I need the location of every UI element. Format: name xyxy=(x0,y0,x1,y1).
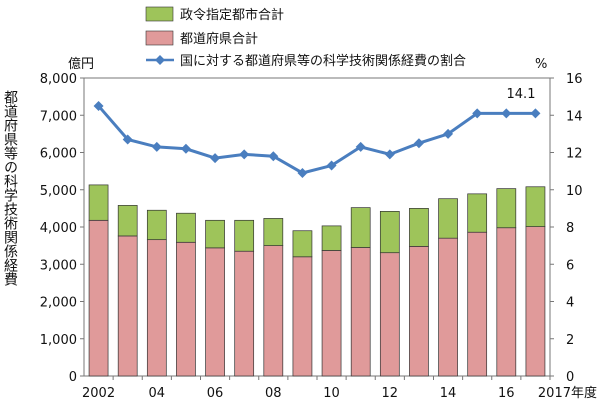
right-tick-label: 0 xyxy=(566,370,574,385)
ratio-point-2006 xyxy=(210,153,221,164)
bar-prefectures-2012 xyxy=(379,252,400,377)
bars-group xyxy=(88,184,546,377)
bar-prefectures-2014 xyxy=(438,237,458,377)
x-tick-label: 08 xyxy=(265,386,282,401)
bar-designated-cities-2014 xyxy=(438,198,458,239)
bar-designated-cities-2012 xyxy=(379,211,400,254)
legend-marker-ratio xyxy=(155,55,165,65)
bar-prefectures-2003 xyxy=(117,235,138,377)
bar-designated-cities-2017 xyxy=(525,186,546,227)
x-tick-label: 10 xyxy=(323,386,340,401)
bar-designated-cities-2004 xyxy=(146,209,167,241)
x-tick-label: 14 xyxy=(440,386,457,401)
legend-swatch-prefectures xyxy=(145,30,174,46)
x-tick-label: 2002 xyxy=(82,386,115,401)
bar-prefectures-2007 xyxy=(234,250,255,377)
bar-prefectures-2008 xyxy=(263,245,284,377)
ratio-point-2013 xyxy=(413,138,424,149)
x-tick-label: 04 xyxy=(149,386,166,401)
bar-designated-cities-2013 xyxy=(409,208,429,247)
ratio-point-2015 xyxy=(472,108,483,119)
right-tick-label: 14 xyxy=(566,109,583,124)
ratio-point-2016 xyxy=(501,108,512,119)
bar-designated-cities-2011 xyxy=(350,207,371,248)
x-tick-label: 12 xyxy=(382,386,399,401)
legend-label-prefectures: 都道府県合計 xyxy=(180,31,258,47)
bar-designated-cities-2015 xyxy=(467,193,488,233)
ratio-point-2008 xyxy=(268,151,279,162)
ratio-point-2012 xyxy=(384,149,395,160)
legend-swatch-designated-cities xyxy=(145,6,174,22)
ratio-point-2005 xyxy=(180,143,191,154)
bar-designated-cities-2009 xyxy=(292,230,313,258)
left-tick-label: 2,000 xyxy=(40,296,77,311)
right-tick-label: 2 xyxy=(566,333,574,348)
ratio-line xyxy=(97,104,536,175)
legend-label-designated-cities: 政令指定都市合計 xyxy=(180,7,284,23)
bar-prefectures-2017 xyxy=(525,226,546,377)
ratio-point-2009 xyxy=(297,167,308,178)
ratio-point-2002 xyxy=(93,100,104,111)
ratio-point-2010 xyxy=(326,160,337,171)
left-tick-label: 1,000 xyxy=(40,333,77,348)
bar-prefectures-2006 xyxy=(205,247,225,377)
bar-designated-cities-2010 xyxy=(321,225,342,251)
bar-prefectures-2009 xyxy=(292,256,313,377)
bar-designated-cities-2002 xyxy=(88,184,109,221)
right-tick-label: 16 xyxy=(566,72,583,87)
left-tick-label: 4,000 xyxy=(40,221,77,236)
right-tick-label: 12 xyxy=(566,147,583,162)
left-tick-label: 0 xyxy=(69,370,77,385)
axes-group: 0 1,000 2,000 3,000 4,000 5,000 6,000 7,000 8,00… xyxy=(40,72,597,401)
legend-label-ratio: 国に対する都道府県等の科学技術関係経費の割合 xyxy=(180,53,466,69)
bar-prefectures-2004 xyxy=(146,239,167,377)
left-tick-label: 3,000 xyxy=(40,258,77,273)
y-axis-title: 都道府県等の科学技術関係経費 xyxy=(2,90,18,286)
ratio-point-2003 xyxy=(122,134,133,145)
last-value-annotation: 14.1 xyxy=(507,87,536,102)
right-axis-unit: % xyxy=(535,57,547,72)
ratio-point-2004 xyxy=(151,141,162,152)
bar-prefectures-2010 xyxy=(321,250,342,377)
right-tick-label: 4 xyxy=(566,296,574,311)
left-axis-unit: 億円 xyxy=(68,56,94,72)
bar-designated-cities-2008 xyxy=(263,218,284,246)
bar-designated-cities-2006 xyxy=(205,219,225,249)
bar-designated-cities-2005 xyxy=(176,212,196,243)
ratio-point-2007 xyxy=(239,149,250,160)
bar-designated-cities-2016 xyxy=(496,188,517,229)
ratio-line-group xyxy=(93,100,541,178)
left-tick-label: 8,000 xyxy=(40,72,77,87)
left-tick-label: 5,000 xyxy=(40,184,77,199)
bar-prefectures-2013 xyxy=(409,246,429,377)
bar-designated-cities-2007 xyxy=(234,219,255,252)
legend: 政令指定都市合計 都道府県合計 国に対する都道府県等の科学技術関係経費の割合 xyxy=(145,6,466,69)
bar-prefectures-2005 xyxy=(176,241,196,377)
bar-prefectures-2011 xyxy=(350,247,371,377)
bar-prefectures-2015 xyxy=(467,231,488,377)
right-tick-label: 6 xyxy=(566,258,574,273)
x-tick-label: 2017年度 xyxy=(538,385,597,401)
bar-prefectures-2002 xyxy=(88,219,109,377)
right-tick-label: 10 xyxy=(566,184,583,199)
bar-prefectures-2016 xyxy=(496,227,517,377)
ratio-point-2017 xyxy=(530,108,541,119)
left-tick-label: 7,000 xyxy=(40,109,77,124)
x-tick-label: 06 xyxy=(207,386,224,401)
ratio-point-2014 xyxy=(443,128,454,139)
left-tick-label: 6,000 xyxy=(40,147,77,162)
bar-designated-cities-2003 xyxy=(117,205,138,237)
x-tick-label: 16 xyxy=(498,386,515,401)
right-tick-label: 8 xyxy=(566,221,574,236)
ratio-point-2011 xyxy=(355,141,366,152)
